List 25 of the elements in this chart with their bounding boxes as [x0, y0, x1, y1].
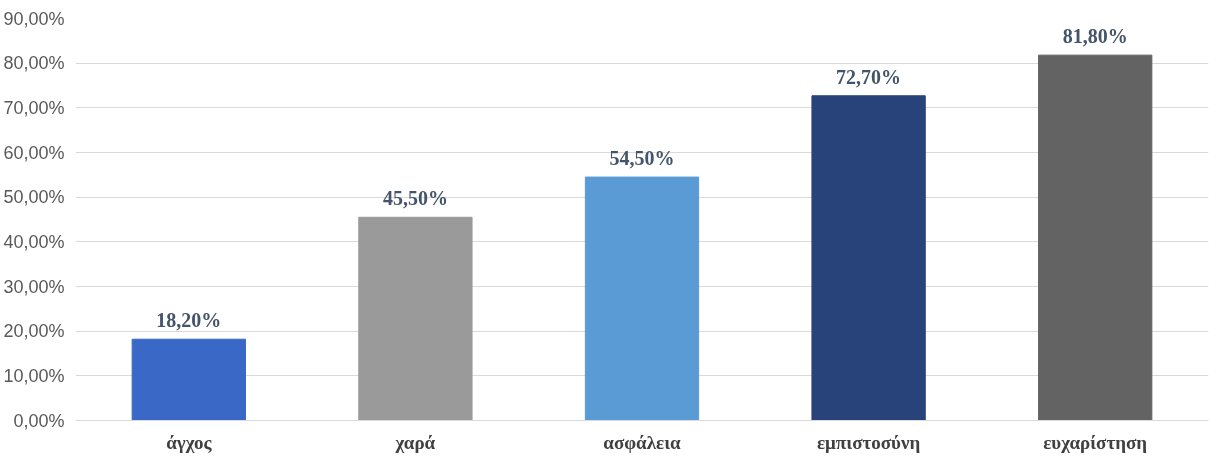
y-tick-label: 80,00%: [3, 53, 65, 74]
x-tick-label: χαρά: [394, 431, 436, 453]
y-tick-label: 90,00%: [3, 8, 65, 29]
data-label: 54,50%: [609, 147, 675, 170]
x-tick-label: ασφάλεια: [603, 431, 682, 453]
y-tick-label: 20,00%: [3, 321, 65, 342]
y-tick-label: 50,00%: [3, 187, 65, 208]
bar: [358, 216, 473, 421]
data-label: 45,50%: [382, 187, 448, 210]
x-tick-label: ευχαρίστηση: [1043, 431, 1148, 453]
y-tick-label: 30,00%: [3, 276, 65, 297]
bar: [584, 176, 700, 421]
y-tick-label: 70,00%: [3, 97, 65, 118]
y-tick-label: 60,00%: [3, 142, 65, 163]
bar: [811, 95, 926, 421]
bar: [1038, 54, 1153, 421]
y-tick-label: 10,00%: [3, 365, 65, 386]
y-tick-label: 40,00%: [3, 231, 65, 252]
x-tick-label: εμπιστοσύνη: [816, 431, 921, 453]
data-label: 18,20%: [156, 309, 222, 332]
data-label: 72,70%: [836, 65, 902, 88]
data-label: 81,80%: [1062, 25, 1128, 48]
y-tick-label: 0,00%: [13, 410, 65, 431]
bar: [131, 338, 246, 421]
x-tick-label: άγχος: [166, 431, 213, 453]
